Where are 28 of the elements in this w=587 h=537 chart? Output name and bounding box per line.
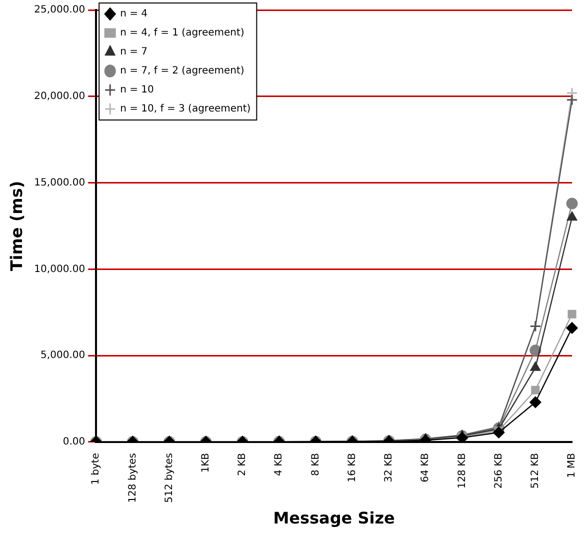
y-tick-label: 20,000.00 (34, 90, 86, 102)
y-tick-label: 0.00 (62, 436, 86, 448)
x-tick-label: 512 KB (530, 452, 541, 489)
legend-label: n = 4, f = 1 (agreement) (120, 28, 244, 39)
x-tick-label: 512 bytes (164, 452, 175, 503)
x-tick-label: 8 KB (310, 452, 322, 476)
legend-label: n = 7 (120, 46, 148, 58)
y-axis-title: Time (ms) (6, 180, 26, 272)
legend-label: n = 10, f = 3 (agreement) (120, 104, 251, 115)
y-tick-label: 25,000.00 (34, 4, 86, 16)
x-tick-label: 2 KB (237, 452, 248, 476)
x-tick-label: 16 KB (346, 452, 358, 482)
x-tick-label: 1 MB (566, 452, 578, 478)
legend-label: n = 10 (120, 84, 154, 96)
y-tick-label: 15,000.00 (34, 177, 86, 188)
x-tick-label: 1 byte (90, 452, 102, 485)
x-tick-label: 4 KB (274, 452, 285, 476)
x-axis-title: Message Size (273, 508, 396, 528)
legend-label: n = 7, f = 2 (agreement) (120, 66, 244, 77)
x-tick-label: 256 KB (493, 452, 504, 489)
legend-label: n = 4 (120, 8, 148, 20)
y-tick-label: 5,000.00 (40, 350, 86, 362)
x-tick-label: 32 KB (384, 452, 395, 482)
x-tick-label: 64 KB (420, 452, 432, 482)
x-tick-label: 128 bytes (127, 452, 138, 503)
y-tick-label: 10,000.00 (34, 264, 86, 275)
x-tick-label: 1KB (200, 452, 212, 473)
x-tick-label: 128 KB (456, 452, 468, 489)
